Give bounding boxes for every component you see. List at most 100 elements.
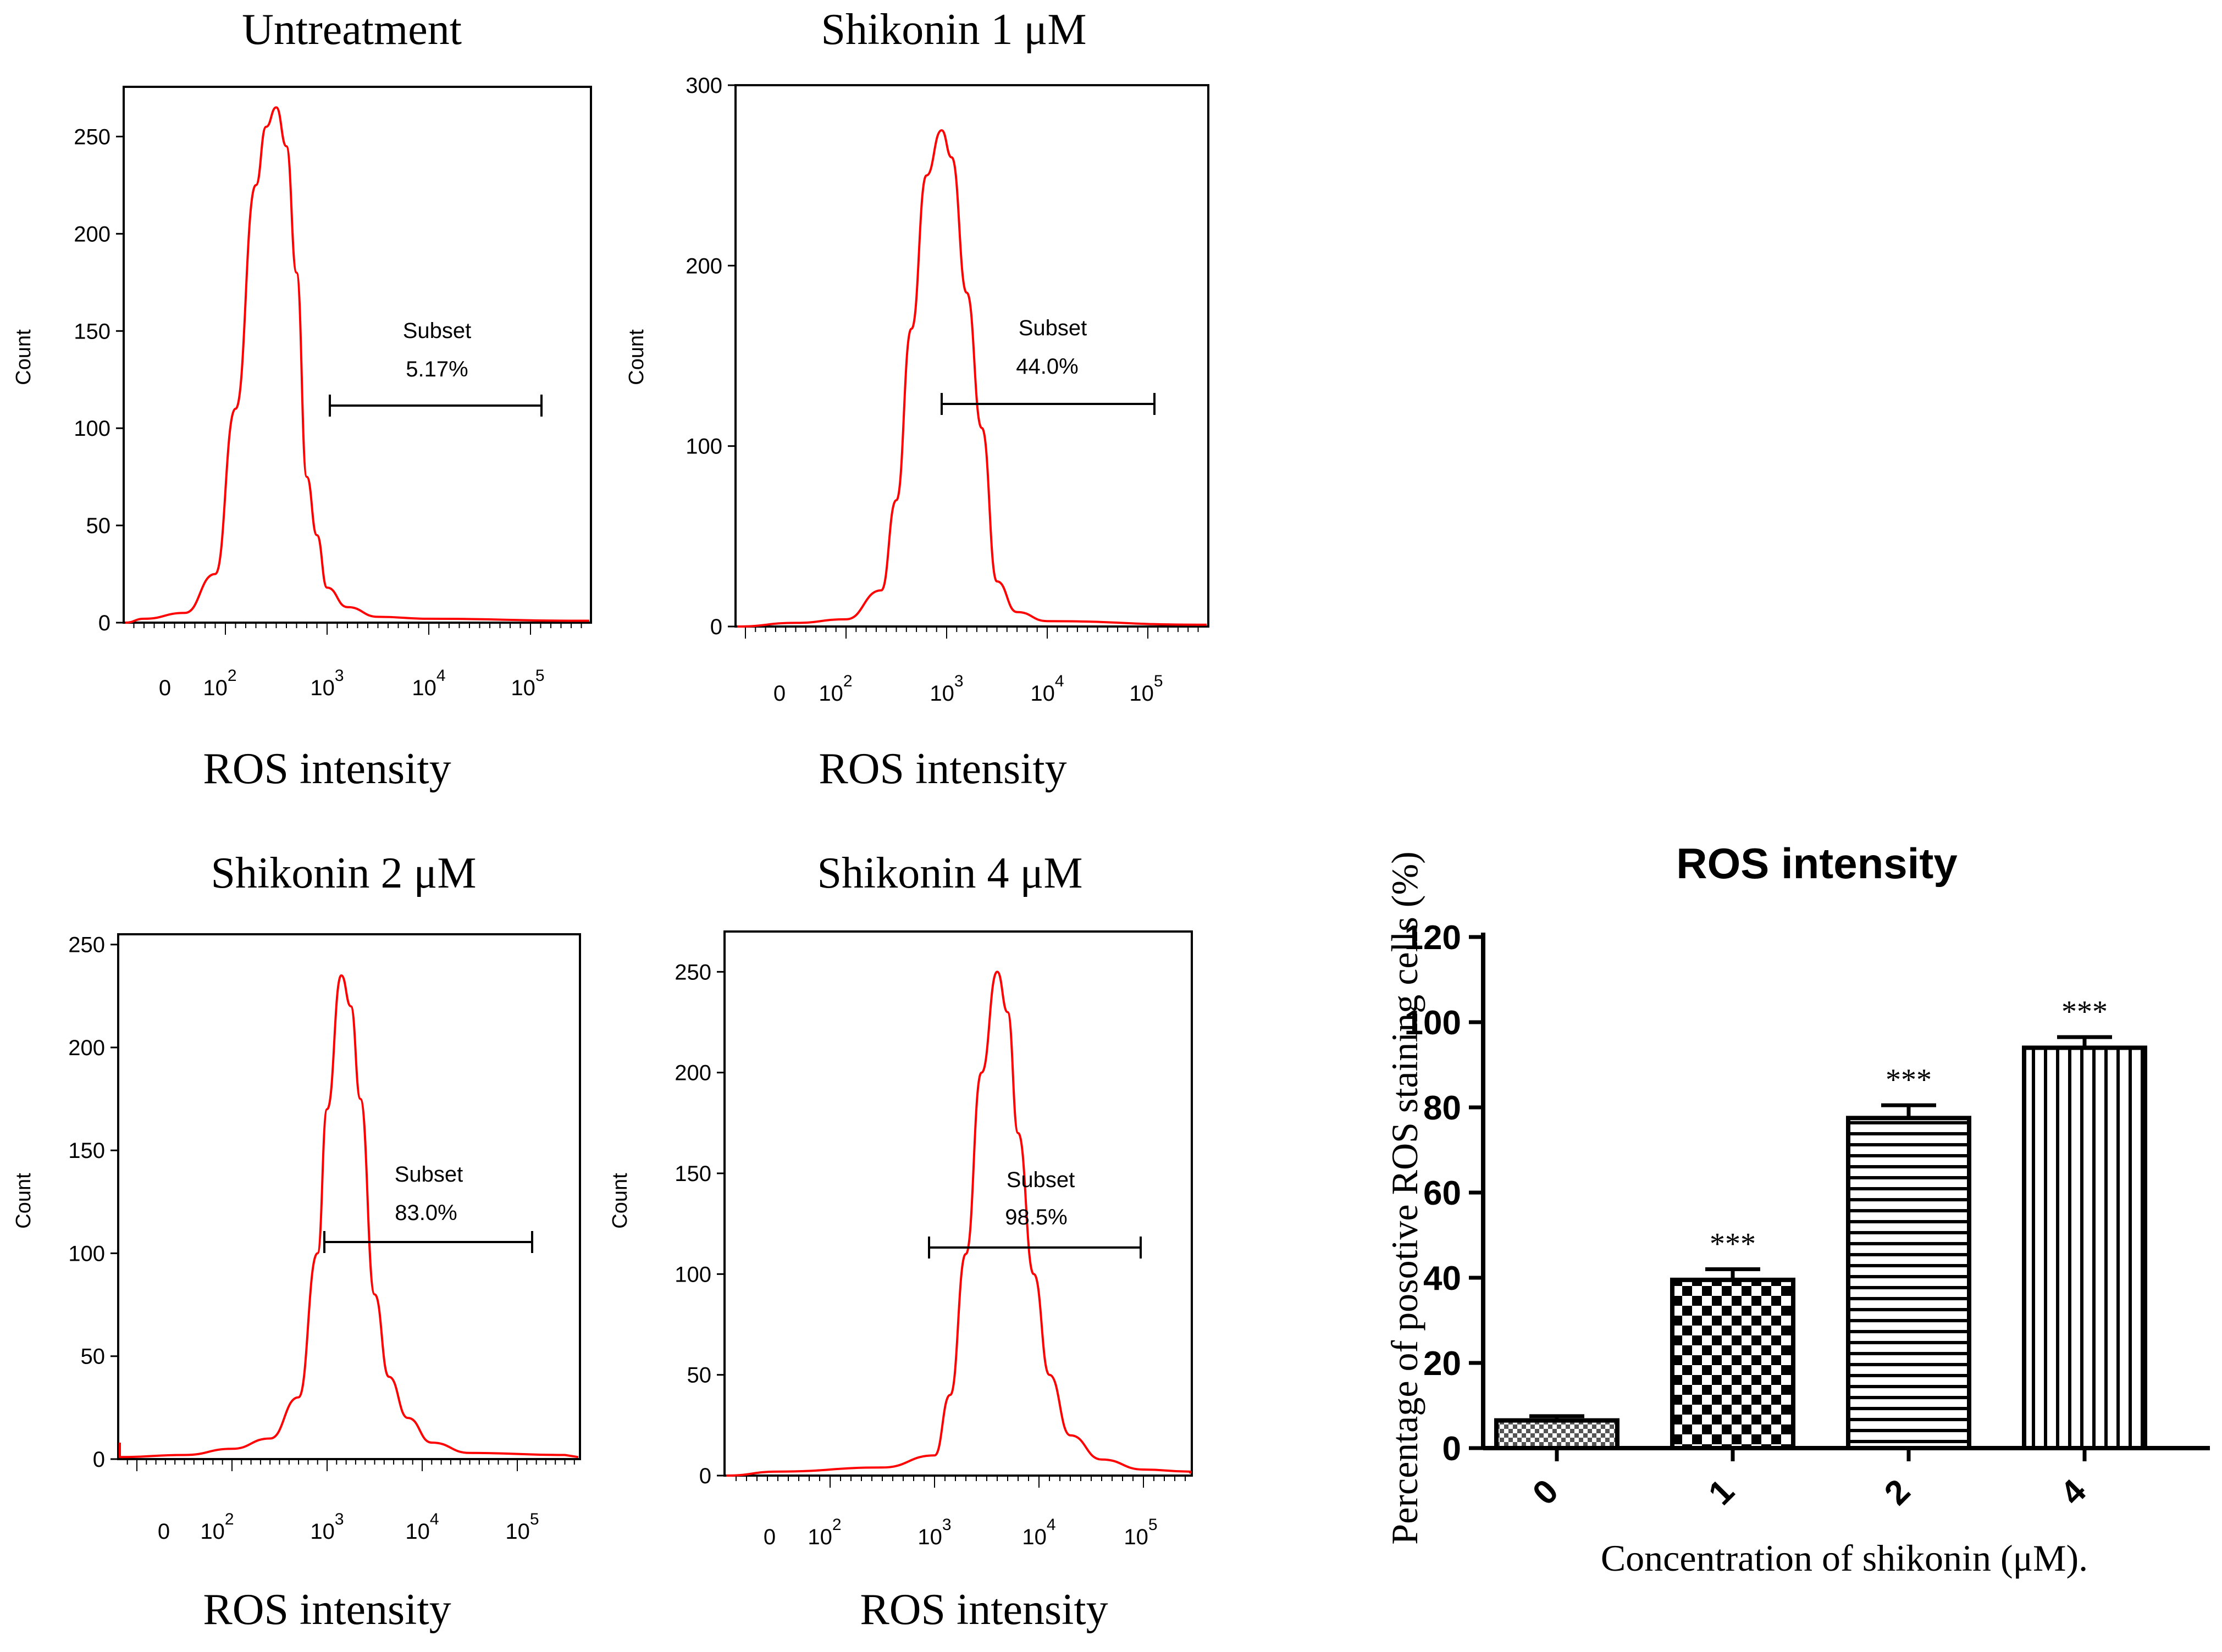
x-axis-label: ROS intensity (203, 745, 451, 793)
y-tick-label: 200 (74, 222, 110, 246)
y-tick-label: 50 (687, 1363, 712, 1388)
bar-1 (1670, 1277, 1795, 1450)
gate-label: Subset (403, 319, 472, 343)
bar-0 (1494, 1418, 1619, 1450)
x-tick-label: 0 (764, 1525, 776, 1549)
subset-gate (941, 393, 1156, 415)
x-tick-exponent: 4 (1055, 672, 1064, 690)
x-tick-exponent: 5 (535, 667, 545, 685)
panel-title: Shikonin 4 μM (817, 849, 1083, 897)
x-tick-label: 104 (1030, 672, 1064, 706)
x-tick-label: 102 (200, 1510, 234, 1544)
panel-title: Untreatment (242, 5, 462, 54)
gate-percent: 83.0% (395, 1201, 457, 1225)
bar-4 (2022, 1045, 2147, 1450)
bar-x-axis-label: Concentration of shikonin (μM). (1601, 1537, 2088, 1579)
y-tick-label: 200 (686, 254, 722, 278)
x-tick-label: 0 (158, 1520, 170, 1544)
x-axis-ticks: 0 102 103 104 105 (126, 1459, 575, 1544)
y-axis-ticks: 0 50 100 150 200 250 (68, 933, 118, 1472)
x-tick-label: 104 (412, 667, 445, 700)
y-tick-label: 50 (86, 514, 111, 538)
x-tick-label: 104 (405, 1510, 439, 1544)
histogram-curve (726, 971, 1191, 1477)
x-tick-label: 105 (1124, 1516, 1157, 1549)
subset-gate (329, 395, 543, 417)
bar-y-tick-label: 20 (1423, 1345, 1461, 1383)
bar-chart-title: ROS intensity (1676, 839, 1957, 888)
x-tick-label: 104 (1022, 1516, 1055, 1549)
x-tick-exponent: 5 (530, 1510, 539, 1528)
gate-label: Subset (1007, 1168, 1075, 1192)
x-tick-label: 0 (159, 676, 171, 700)
x-tick-exponent: 3 (335, 667, 344, 685)
x-tick-exponent: 3 (942, 1516, 952, 1534)
significance-label: *** (1886, 1063, 1932, 1097)
x-tick-label: 0 (773, 681, 786, 706)
y-tick-label: 0 (710, 615, 722, 639)
y-axis-label: Count (12, 1173, 35, 1229)
y-axis-label: Count (625, 329, 648, 385)
y-tick-label: 250 (675, 960, 711, 984)
y-axis-label: Count (12, 329, 35, 385)
x-axis-label: ROS intensity (860, 1586, 1108, 1634)
y-tick-label: 0 (699, 1464, 711, 1488)
bar-x-tick-label: 4 (2053, 1472, 2094, 1513)
x-tick-exponent: 2 (843, 672, 853, 690)
x-tick-label: 102 (808, 1516, 841, 1549)
x-tick-label: 102 (203, 667, 236, 700)
y-tick-label: 100 (675, 1262, 711, 1287)
x-tick-label: 103 (930, 672, 963, 706)
bar-y-axis: 0 20 40 60 80 100 120 (1405, 919, 1485, 1468)
plot-frame (123, 86, 592, 624)
gate-label: Subset (395, 1162, 463, 1187)
x-tick-label: 105 (505, 1510, 539, 1544)
x-tick-exponent: 5 (1154, 672, 1163, 690)
x-tick-exponent: 4 (436, 667, 446, 685)
histogram-panel-shikonin-2: Shikonin 2 μM Count 0 50 100 150 200 250 0 102… (12, 849, 581, 1634)
x-tick-label: 102 (819, 672, 852, 706)
x-tick-label: 105 (1129, 672, 1163, 706)
x-tick-label: 103 (310, 1510, 344, 1544)
y-tick-label: 150 (675, 1162, 711, 1186)
x-tick-exponent: 4 (1047, 1516, 1056, 1534)
x-tick-exponent: 3 (954, 672, 964, 690)
bar-x-tick-label: 1 (1701, 1472, 1742, 1512)
significance-label: *** (1710, 1227, 1756, 1261)
panel-title: Shikonin 1 μM (821, 5, 1087, 54)
bar-y-tick-label: 80 (1423, 1089, 1461, 1127)
bar-y-tick-label: 60 (1423, 1174, 1461, 1212)
x-tick-exponent: 2 (228, 667, 237, 685)
bar-series: *** *** *** (1494, 995, 2147, 1450)
subset-gate (323, 1231, 533, 1253)
y-axis-ticks: 0 50 100 150 200 250 (74, 125, 124, 635)
y-tick-label: 250 (74, 125, 110, 149)
bar-2 (1846, 1116, 1971, 1450)
histogram-panel-untreatment: Untreatment Count 0 50 100 150 200 250 0 102 10… (12, 5, 592, 793)
x-axis-ticks: 0 102 103 104 105 (133, 623, 582, 700)
x-tick-exponent: 2 (225, 1510, 234, 1528)
plot-frame (117, 933, 581, 1460)
significance-label: *** (2061, 995, 2108, 1029)
y-tick-label: 100 (74, 417, 110, 441)
bar-y-tick-label: 0 (1442, 1430, 1461, 1468)
y-tick-label: 300 (686, 74, 722, 98)
x-axis-label: ROS intensity (819, 745, 1066, 793)
x-tick-exponent: 5 (1148, 1516, 1158, 1534)
y-tick-label: 50 (81, 1345, 106, 1369)
y-tick-label: 100 (68, 1241, 105, 1266)
x-axis-ticks: 0 102 103 104 105 (736, 1476, 1186, 1549)
bar-y-axis-label: Percentage of posotive ROS staining cell… (1384, 851, 1425, 1545)
histogram-curve (119, 974, 579, 1459)
y-tick-label: 200 (68, 1036, 105, 1060)
bar-y-tick-label: 100 (1405, 1004, 1461, 1042)
y-tick-label: 0 (93, 1448, 105, 1472)
gate-label: Subset (1019, 316, 1087, 340)
x-tick-label: 103 (917, 1516, 951, 1549)
x-tick-label: 105 (511, 667, 544, 700)
x-tick-exponent: 2 (832, 1516, 842, 1534)
histogram-panel-shikonin-1: Shikonin 1 μM Count 0 100 200 300 0 102 103 10… (625, 5, 1209, 793)
x-axis-label: ROS intensity (203, 1586, 451, 1634)
y-axis-label: Count (609, 1173, 632, 1229)
bar-y-tick-label: 120 (1405, 919, 1461, 957)
